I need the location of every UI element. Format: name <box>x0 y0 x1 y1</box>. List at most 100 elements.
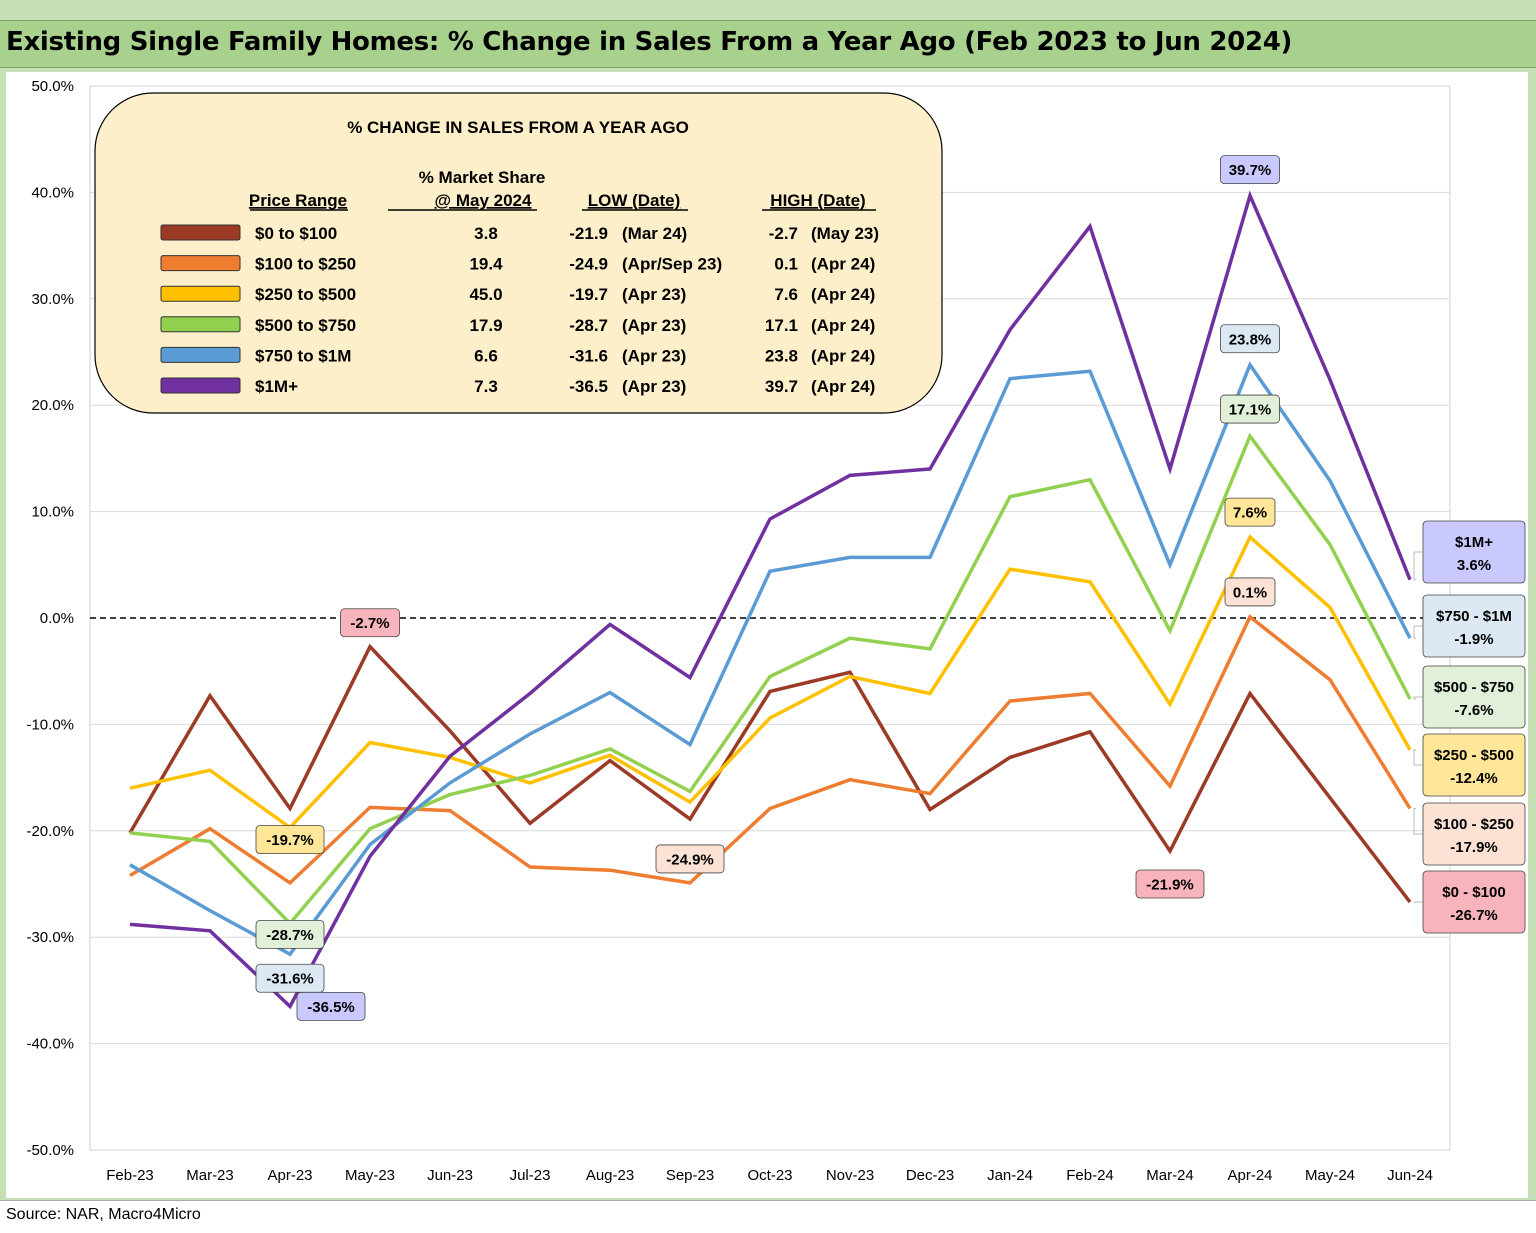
y-tick-label: -10.0% <box>26 716 74 733</box>
row-high-date: (Apr 24) <box>811 285 875 304</box>
annotation-label: -31.6% <box>266 971 314 988</box>
row-low: -36.5 <box>569 377 608 396</box>
row-low-date: (Mar 24) <box>622 224 687 243</box>
annotation-label: -28.7% <box>266 927 314 944</box>
legend-swatch <box>161 378 240 393</box>
row-price-range: $0 to $100 <box>255 224 337 243</box>
row-low-date: (Apr 23) <box>622 346 686 365</box>
row-high: -2.7 <box>769 224 798 243</box>
header-price-range: Price Range <box>249 191 347 210</box>
end-label-value: -26.7% <box>1450 907 1498 924</box>
row-high-date: (May 23) <box>811 224 879 243</box>
x-tick-label: Dec-23 <box>906 1167 954 1184</box>
end-label-range: $100 - $250 <box>1434 816 1514 833</box>
annotation-label: 17.1% <box>1229 402 1272 419</box>
header-share-line2: @ May 2024 <box>435 191 532 210</box>
y-tick-label: -40.0% <box>26 1036 74 1053</box>
end-label-range: $0 - $100 <box>1442 884 1505 901</box>
row-low: -24.9 <box>569 255 608 274</box>
annotation-label: 0.1% <box>1233 584 1267 601</box>
y-tick-label: 40.0% <box>31 184 74 201</box>
end-label-value: -12.4% <box>1450 770 1498 787</box>
end-label-value: 3.6% <box>1457 557 1491 574</box>
y-tick-label: -20.0% <box>26 823 74 840</box>
annotation-label: -2.7% <box>350 615 389 632</box>
annotation-label: 39.7% <box>1229 162 1272 179</box>
x-tick-label: Oct-23 <box>747 1167 792 1184</box>
annotation-label: 7.6% <box>1233 505 1267 522</box>
row-share: 3.8 <box>474 224 498 243</box>
row-high-date: (Apr 24) <box>811 316 875 335</box>
row-low: -19.7 <box>569 285 608 304</box>
x-tick-label: Jun-24 <box>1387 1167 1433 1184</box>
x-axis: Feb-23 Mar-23 Apr-23 May-23 Jun-23 Jul-23 Aug-… <box>106 1167 1433 1184</box>
x-tick-label: Mar-24 <box>1146 1167 1194 1184</box>
x-tick-label: Feb-23 <box>106 1167 154 1184</box>
end-labels: $1M+3.6%$750 - $1M-1.9%$500 - $750-7.6%$… <box>1414 521 1525 933</box>
x-tick-label: Jan-24 <box>987 1167 1033 1184</box>
y-tick-label: 0.0% <box>40 610 74 627</box>
x-tick-label: Apr-24 <box>1227 1167 1272 1184</box>
end-label-value: -7.6% <box>1454 702 1493 719</box>
legend-swatch <box>161 286 240 301</box>
row-price-range: $250 to $500 <box>255 285 356 304</box>
y-tick-label: 30.0% <box>31 291 74 308</box>
header-low: LOW (Date) <box>588 191 681 210</box>
x-tick-label: Mar-23 <box>186 1167 234 1184</box>
row-high-date: (Apr 24) <box>811 346 875 365</box>
end-label-range: $250 - $500 <box>1434 747 1514 764</box>
annotation-label: -21.9% <box>1146 877 1194 894</box>
y-tick-label: -30.0% <box>26 929 74 946</box>
end-label-range: $500 - $750 <box>1434 679 1514 696</box>
x-tick-label: Sep-23 <box>666 1167 714 1184</box>
row-low: -21.9 <box>569 224 608 243</box>
x-tick-label: Aug-23 <box>586 1167 634 1184</box>
row-share: 45.0 <box>469 285 502 304</box>
annotation-label: -36.5% <box>307 999 355 1016</box>
x-tick-label: Feb-24 <box>1066 1167 1114 1184</box>
legend-swatch <box>161 347 240 362</box>
legend-swatch <box>161 256 240 271</box>
annotation-label: 23.8% <box>1229 331 1272 348</box>
summary-table: % CHANGE IN SALES FROM A YEAR AGO % Marke… <box>95 93 942 413</box>
row-low-date: (Apr 23) <box>622 285 686 304</box>
table-title: % CHANGE IN SALES FROM A YEAR AGO <box>347 118 689 137</box>
row-low: -31.6 <box>569 346 608 365</box>
row-high: 23.8 <box>765 346 798 365</box>
row-price-range: $100 to $250 <box>255 255 356 274</box>
row-high-date: (Apr 24) <box>811 255 875 274</box>
row-high: 7.6 <box>774 285 798 304</box>
x-tick-label: May-23 <box>345 1167 395 1184</box>
legend-swatch <box>161 225 240 240</box>
x-tick-label: Nov-23 <box>826 1167 874 1184</box>
row-share: 19.4 <box>469 255 503 274</box>
end-label-range: $750 - $1M <box>1436 608 1512 625</box>
annotation-label: -19.7% <box>266 832 314 849</box>
row-high: 17.1 <box>765 316 798 335</box>
row-low-date: (Apr 23) <box>622 316 686 335</box>
row-high: 0.1 <box>774 255 798 274</box>
y-tick-label: 20.0% <box>31 397 74 414</box>
row-share: 17.9 <box>469 316 502 335</box>
x-tick-label: May-24 <box>1305 1167 1355 1184</box>
end-label-value: -17.9% <box>1450 839 1498 856</box>
row-price-range: $1M+ <box>255 377 298 396</box>
annotation-label: -24.9% <box>666 851 714 868</box>
row-low-date: (Apr 23) <box>622 377 686 396</box>
x-tick-label: Jun-23 <box>427 1167 473 1184</box>
x-tick-label: Apr-23 <box>267 1167 312 1184</box>
end-label-value: -1.9% <box>1454 631 1493 648</box>
row-share: 6.6 <box>474 346 498 365</box>
y-axis: -50.0%-40.0%-30.0%-20.0%-10.0%0.0%10.0%2… <box>26 78 74 1159</box>
y-tick-label: 10.0% <box>31 504 74 521</box>
row-price-range: $500 to $750 <box>255 316 356 335</box>
row-high: 39.7 <box>765 377 798 396</box>
x-tick-label: Jul-23 <box>510 1167 551 1184</box>
legend-swatch <box>161 317 240 332</box>
row-share: 7.3 <box>474 377 498 396</box>
header-share-line1: % Market Share <box>419 168 546 187</box>
row-high-date: (Apr 24) <box>811 377 875 396</box>
y-tick-label: 50.0% <box>31 78 74 95</box>
header-high: HIGH (Date) <box>770 191 865 210</box>
